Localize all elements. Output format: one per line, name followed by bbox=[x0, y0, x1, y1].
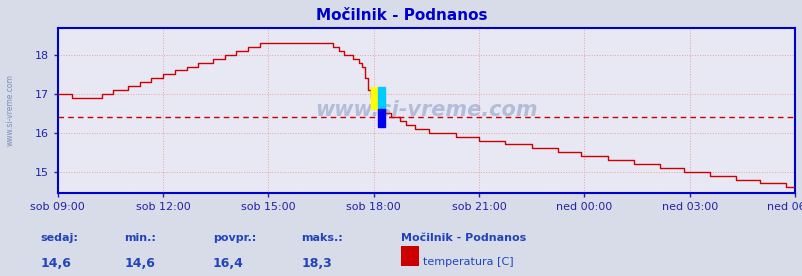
Text: 14,6: 14,6 bbox=[124, 257, 155, 270]
Bar bbox=[378, 109, 385, 127]
Bar bbox=[378, 87, 385, 109]
Text: www.si-vreme.com: www.si-vreme.com bbox=[6, 75, 15, 146]
Text: povpr.:: povpr.: bbox=[213, 233, 256, 243]
Text: 18,3: 18,3 bbox=[301, 257, 331, 270]
Text: maks.:: maks.: bbox=[301, 233, 342, 243]
Text: Močilnik - Podnanos: Močilnik - Podnanos bbox=[401, 233, 526, 243]
Text: www.si-vreme.com: www.si-vreme.com bbox=[314, 100, 537, 120]
Text: min.:: min.: bbox=[124, 233, 156, 243]
Bar bbox=[371, 87, 378, 109]
Text: 16,4: 16,4 bbox=[213, 257, 243, 270]
Text: 14,6: 14,6 bbox=[40, 257, 71, 270]
Text: Močilnik - Podnanos: Močilnik - Podnanos bbox=[315, 8, 487, 23]
Text: sedaj:: sedaj: bbox=[40, 233, 78, 243]
Text: temperatura [C]: temperatura [C] bbox=[423, 257, 513, 267]
